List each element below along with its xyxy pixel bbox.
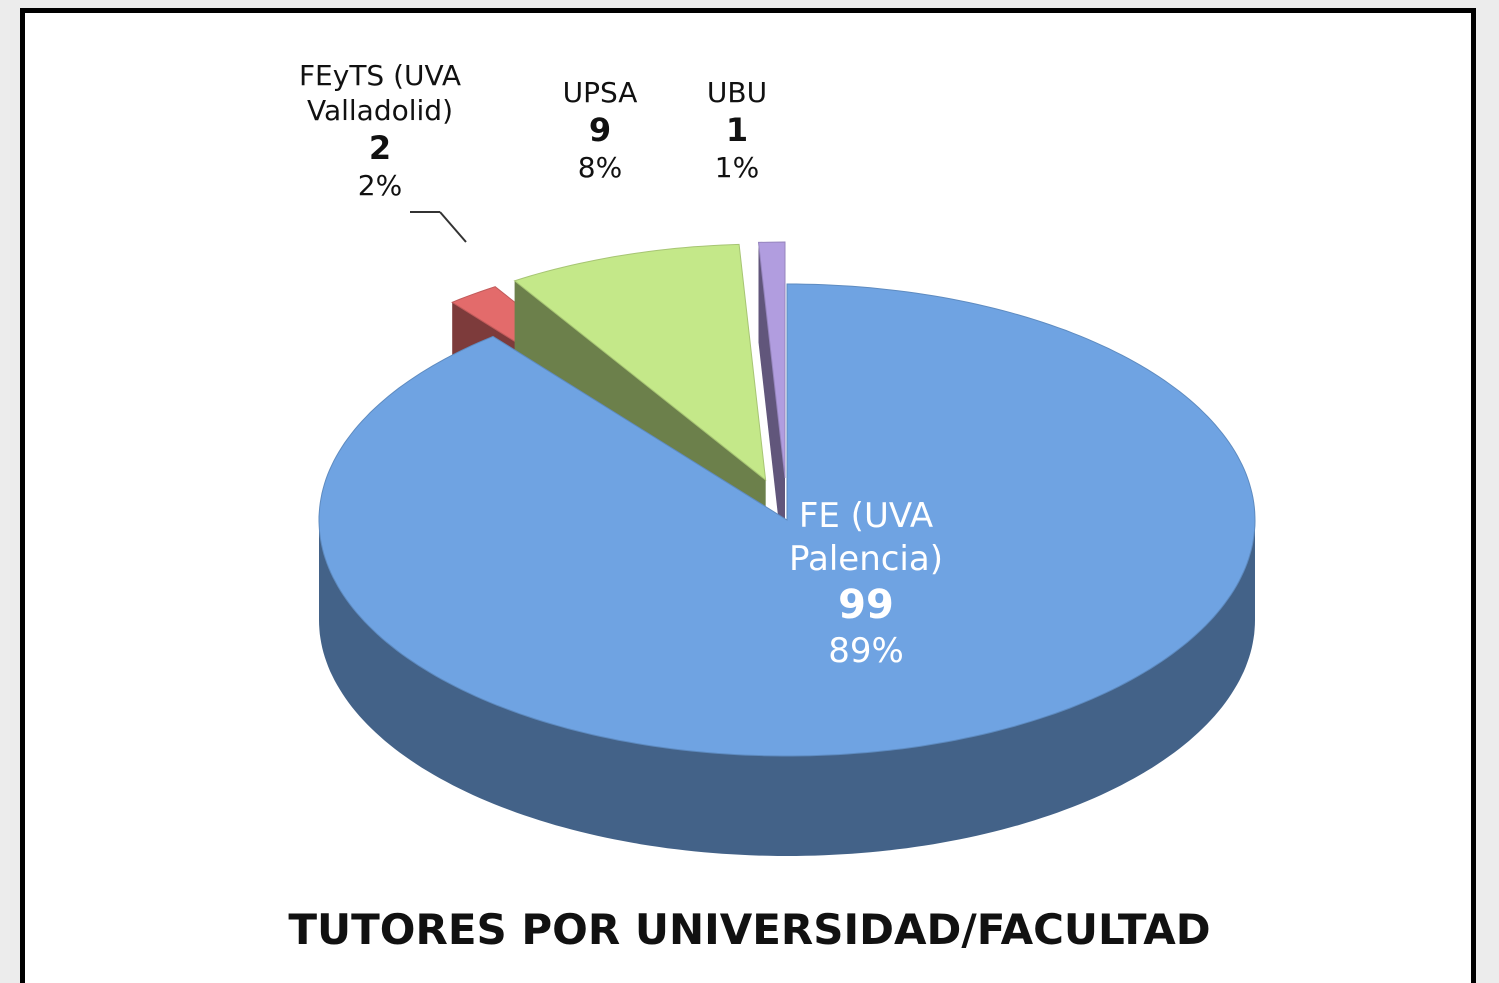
category-label: FEyTS (UVA Valladolid) [298,59,462,127]
value-label: 2 [368,129,392,167]
data-label: UBU 1 1% [677,75,797,185]
slice-side [319,520,1255,856]
chart-title: TUTORES POR UNIVERSIDAD/FACULTAD [288,905,1211,954]
percent-label: 8% [577,151,623,184]
data-label: UPSA 9 8% [520,75,680,185]
category-label: FE (UVA Palencia) [789,496,943,579]
percent-label: 89% [828,631,904,671]
value-label: 9 [588,111,612,149]
slice-top [513,243,767,482]
slice-top [318,283,1256,757]
data-label: FE (UVA Palencia) 99 89% [761,495,971,673]
percent-label: 2% [357,169,403,202]
slice-wall [758,242,785,578]
percent-label: 1% [714,151,760,184]
slice [318,283,1256,856]
value-label: 1 [725,111,749,149]
leader-line [439,211,467,243]
category-label: UPSA [562,76,638,109]
value-label: 99 [838,582,894,628]
data-label: FEyTS (UVA Valladolid) 2 2% [285,58,475,203]
slice [757,241,786,578]
slice-top [757,241,786,479]
category-label: UBU [706,76,768,109]
